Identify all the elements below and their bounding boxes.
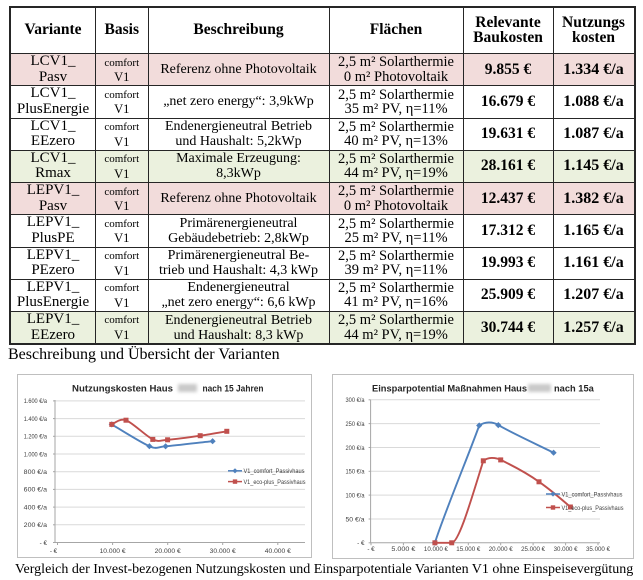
svg-text:Nutzungskosten Haus: Nutzungskosten Haus [72,384,173,394]
svg-text:10.000 €: 10.000 € [100,548,127,555]
svg-text:- €: - € [357,540,365,547]
svg-text:V1_eco-plus_Passivhaus: V1_eco-plus_Passivhaus [244,479,306,486]
svg-text:V1_eco-plus_Passivhaus: V1_eco-plus_Passivhaus [562,505,624,512]
svg-text:100 €/a: 100 €/a [346,492,365,499]
svg-text:20.000 €: 20.000 € [489,546,513,553]
svg-text:- €: - € [367,546,375,553]
svg-text:V1_comfort_Passivhaus: V1_comfort_Passivhaus [562,491,623,498]
svg-text:30.000 €: 30.000 € [554,546,578,553]
svg-text:- €: - € [50,548,58,555]
svg-text:30.000 €: 30.000 € [210,548,237,555]
svg-text:50 €/a: 50 €/a [346,516,366,523]
svg-text:200 €/a: 200 €/a [346,445,365,452]
svg-text:35.000 €: 35.000 € [586,546,610,553]
svg-text:600 €/a: 600 €/a [24,487,48,494]
svg-text:nach 15a: nach 15a [554,384,595,394]
svg-text:200 €/a: 200 €/a [24,522,48,529]
svg-text:1.200 €/a: 1.200 €/a [24,434,48,441]
svg-text:1.400 €/a: 1.400 €/a [24,416,48,423]
svg-text:5.000 €: 5.000 € [391,546,416,553]
svg-text:40.000 €: 40.000 € [265,548,292,555]
svg-text:250 €/a: 250 €/a [346,421,365,428]
svg-text:20.000 €: 20.000 € [155,548,182,555]
svg-text:1.600 €/a: 1.600 €/a [24,398,48,405]
svg-text:400 €/a: 400 €/a [24,504,48,511]
svg-text:15.000 €: 15.000 € [456,546,480,553]
svg-text:25.000 €: 25.000 € [521,546,545,553]
svg-text:300 €/a: 300 €/a [346,397,365,404]
svg-text:- €: - € [40,540,48,547]
svg-text:Einsparpotential Maßnahmen Hau: Einsparpotential Maßnahmen Haus [372,384,527,394]
svg-text:10.000 €: 10.000 € [424,546,448,553]
svg-text:nach 15 Jahren: nach 15 Jahren [203,384,264,394]
svg-text:800 €/a: 800 €/a [24,469,48,476]
svg-text:1.000 €/a: 1.000 €/a [24,451,48,458]
svg-text:V1_comfort_Passivhaus: V1_comfort_Passivhaus [244,468,305,475]
svg-text:150 €/a: 150 €/a [346,469,365,476]
